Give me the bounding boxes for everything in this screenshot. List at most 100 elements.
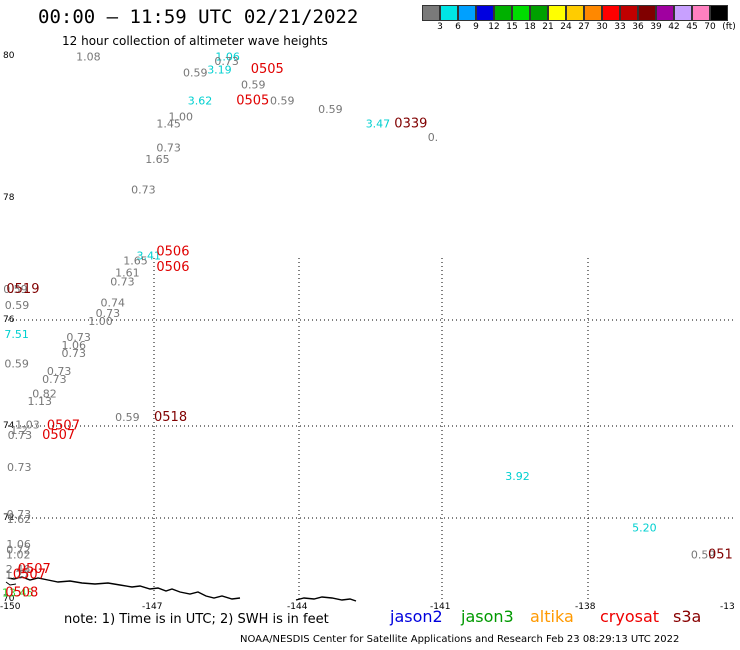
page-subtitle: 12 hour collection of altimeter wave hei… (62, 34, 328, 48)
lon-tick-label: -144 (287, 602, 308, 612)
colorbar-label: 3 (437, 22, 443, 32)
pass-time-label: 0505 (251, 62, 284, 77)
colorbar-label: 42 (668, 22, 680, 32)
pass-time-label: 0339 (394, 116, 427, 131)
wave-height-value: 1.27 (5, 568, 30, 581)
colorbar-swatch (710, 5, 728, 21)
wave-height-value: 0.73 (131, 184, 156, 197)
wave-height-value: 1.61 (115, 266, 140, 279)
wave-height-value: 0. (428, 131, 439, 144)
wave-height-value: 0.59 (241, 78, 266, 91)
wave-height-value: 1.00 (169, 110, 194, 123)
colorbar-swatch (512, 5, 530, 21)
colorbar-swatch (440, 5, 458, 21)
lat-tick-label: 72 (3, 513, 14, 523)
wave-height-value: 0.59 (3, 283, 28, 296)
wave-height-value: 5.20 (632, 522, 657, 535)
footnote: note: 1) Time is in UTC; 2) SWH is in fe… (64, 612, 329, 627)
colorbar-swatch (584, 5, 602, 21)
wave-height-value: 1.06 (6, 538, 31, 551)
lon-tick-label: -141 (430, 602, 450, 612)
colorbar-label: 45 (686, 22, 698, 32)
pass-time-label: 0519 (6, 282, 39, 297)
lon-tick-label: -138 (575, 602, 596, 612)
pass-time-label: 0505 (236, 94, 269, 109)
wave-height-value: 0.73 (47, 365, 72, 378)
wave-height-value: 1.45 (156, 117, 181, 130)
colorbar-swatch (638, 5, 656, 21)
colorbar-swatch (566, 5, 584, 21)
colorbar-swatch (476, 5, 494, 21)
colorbar-swatch (530, 5, 548, 21)
pass-time-label: 0507 (42, 428, 75, 443)
satellite-legend-s3a: s3a (673, 607, 702, 626)
wave-height-value: 13.45 (2, 587, 34, 600)
wave-height-value: 7.51 (4, 328, 29, 341)
colorbar-swatch (656, 5, 674, 21)
satellite-legend-altika: altika (530, 607, 574, 626)
wave-height-value: 3.41 (137, 250, 162, 263)
wave-height-value: 1.13 (28, 395, 53, 408)
wave-height-value: 1.03 (15, 419, 40, 432)
pass-time-label: 051 (708, 548, 733, 563)
lon-tick-label: -147 (142, 602, 162, 612)
wave-height-value: 0.72 (6, 544, 31, 557)
colorbar-swatch (692, 5, 710, 21)
colorbar-label: 6 (455, 22, 461, 32)
colorbar-swatch (548, 5, 566, 21)
wave-height-value: 0.73 (110, 276, 135, 289)
colorbar-swatch (674, 5, 692, 21)
wave-height-value: 0.73 (214, 55, 239, 68)
wave-height-value: 0.59 (4, 357, 29, 370)
wave-height-value: 0.73 (62, 347, 87, 360)
wave-height-value: 0.59 (691, 549, 716, 562)
wave-height-value: 0.73 (66, 331, 91, 344)
colorbar-swatch (620, 5, 638, 21)
satellite-legend-cryosat: cryosat (600, 607, 660, 626)
wave-height-value: 1.06 (62, 339, 87, 352)
credit-line: NOAA/NESDIS Center for Satellite Applica… (240, 634, 680, 645)
colorbar-label: 9 (473, 22, 479, 32)
wave-height-value: 0.73 (42, 373, 67, 386)
colorbar-label: 18 (524, 22, 536, 32)
wave-height-value: 0.59 (183, 66, 208, 79)
colorbar-label: 36 (632, 22, 644, 32)
colorbar-label: 21 (542, 22, 554, 32)
lon-tick-label: -13 (720, 602, 735, 612)
wave-height-value: 1.06 (215, 51, 240, 64)
wave-height-value: 0.59 (318, 103, 343, 116)
wave-height-value: 0.73 (156, 142, 181, 155)
coastline (5, 576, 357, 602)
wave-height-value: 1.62 (7, 513, 32, 526)
pass-time-label: 0508 (5, 586, 38, 601)
pass-time-label: 0507 (47, 419, 80, 434)
pass-time-label: 0506 (156, 244, 189, 259)
wave-height-value: 1.08 (76, 51, 101, 64)
pass-time-label: 0507 (13, 567, 46, 582)
wave-height-value: 0.59 (270, 95, 295, 108)
wave-height-value: 3.92 (505, 470, 530, 483)
colorbar-label: 24 (560, 22, 572, 32)
wave-height-value: 0.82 (32, 388, 57, 401)
pass-time-label: 0518 (154, 410, 187, 425)
wave-height-value: 2.46 (6, 563, 31, 576)
map-graticule (8, 258, 735, 600)
pass-time-label: 0507 (18, 562, 51, 577)
colorbar-label: 30 (596, 22, 608, 32)
satellite-legend-jason2: jason2 (390, 607, 443, 626)
wave-height-value: 1.65 (123, 255, 148, 268)
pass-time-label: 0506 (156, 260, 189, 275)
lon-tick-label: -150 (0, 602, 21, 612)
wave-height-value: 1.00 (88, 315, 113, 328)
colorbar-label: 39 (650, 22, 662, 32)
colorbar-swatch (458, 5, 476, 21)
wave-height-value: 3.19 (207, 64, 232, 77)
satellite-legend-jason3: jason3 (461, 607, 514, 626)
lat-tick-label: 80 (3, 51, 15, 61)
wave-height-value: 1.65 (145, 153, 170, 166)
lat-tick-label: 78 (3, 193, 15, 203)
colorbar-label: 12 (488, 22, 500, 32)
colorbar-label: 15 (506, 22, 518, 32)
